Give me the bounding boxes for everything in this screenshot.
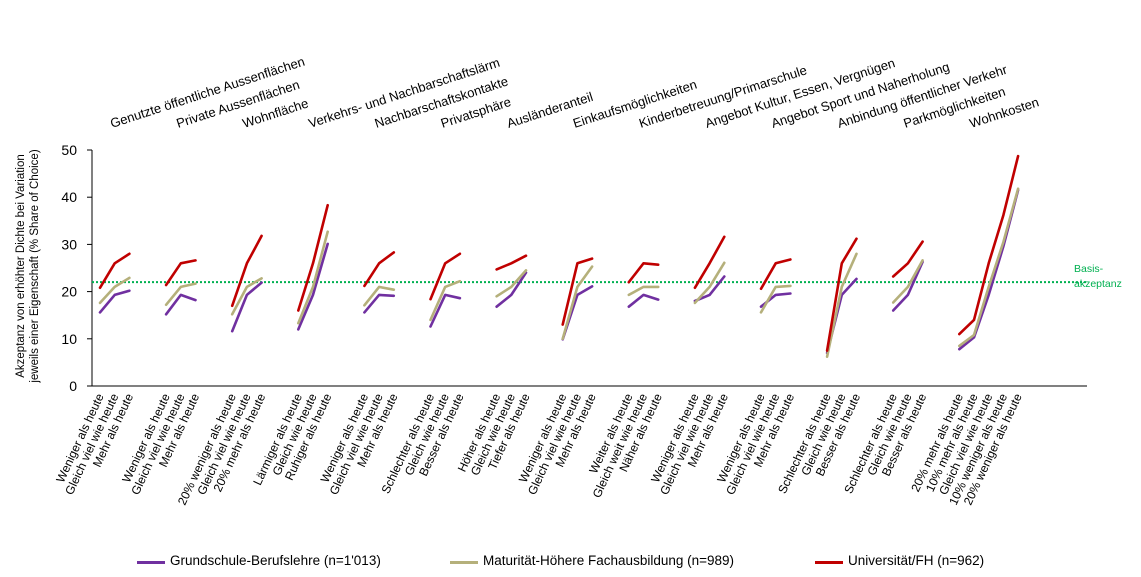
legend-label-grundschule: Grundschule-Berufslehre (n=1'013) — [170, 553, 381, 568]
series-line-maturitaet-group-13 — [957, 187, 1020, 348]
series-line-maturitaet-group-4 — [363, 285, 396, 307]
series-line-universitaet-group-8 — [627, 261, 660, 284]
y-tick-label: 30 — [61, 236, 77, 252]
legend-label-universitaet: Universität/FH (n=962) — [848, 553, 985, 568]
y-tick-label: 20 — [61, 284, 77, 300]
series-line-universitaet-group-12 — [891, 240, 924, 278]
y-tick-label: 10 — [61, 331, 77, 347]
y-axis-title: Akzeptanz von erhöhter Dichte bei Variat… — [15, 149, 41, 383]
series-line-universitaet-group-11 — [825, 237, 858, 352]
series-line-universitaet-group-4 — [363, 251, 396, 288]
series-line-maturitaet-group-3 — [296, 230, 330, 325]
series-line-grundschule-group-1 — [164, 293, 197, 316]
series-line-maturitaet-group-10 — [759, 284, 792, 314]
legend-swatch-universitaet — [815, 561, 843, 564]
series-line-grundschule-group-2 — [230, 281, 263, 333]
y-tick-label: 50 — [61, 142, 77, 158]
series-line-universitaet-group-5 — [429, 252, 462, 301]
series-line-universitaet-group-2 — [230, 234, 263, 308]
series-line-universitaet-group-10 — [759, 258, 792, 291]
y-ticks: 0 10 20 30 40 50 — [61, 142, 92, 394]
legend-swatch-grundschule — [137, 561, 165, 564]
series-line-maturitaet-group-9 — [693, 261, 726, 305]
series-line-universitaet-group-13 — [957, 154, 1020, 336]
series-line-grundschule-group-6 — [495, 271, 528, 309]
y-tick-label: 40 — [61, 189, 77, 205]
y-axis-title-line-1: Akzeptanz von erhöhter Dichte bei Variat… — [15, 154, 27, 378]
group-labels: Genutzte öffentliche AussenflächenPrivat… — [108, 54, 1040, 131]
series-line-grundschule-group-3 — [296, 242, 330, 331]
series-line-maturitaet-group-11 — [825, 252, 858, 359]
series-line-universitaet-group-7 — [561, 257, 594, 326]
reference-line-label-1: Basis- — [1074, 263, 1104, 275]
series-line-maturitaet-group-0 — [98, 276, 131, 305]
legend: Grundschule-Berufslehre (n=1'013) Maturi… — [0, 552, 1141, 574]
series-lines — [98, 154, 1020, 359]
reference-line-group: Basis- akzeptanz — [92, 263, 1122, 290]
series-line-universitaet-group-0 — [98, 252, 131, 290]
series-line-maturitaet-group-8 — [627, 285, 660, 297]
y-axis-title-line-2: jeweils einer Eigenschaft (% Share of Ch… — [29, 149, 41, 383]
legend-swatch-maturitaet — [450, 561, 478, 564]
series-line-universitaet-group-9 — [693, 235, 726, 290]
reference-line-label-2: akzeptanz — [1074, 278, 1122, 290]
series-line-maturitaet-group-5 — [429, 279, 462, 322]
axes — [91, 150, 1087, 387]
series-line-maturitaet-group-12 — [891, 259, 924, 304]
series-line-grundschule-group-7 — [561, 285, 594, 341]
series-line-maturitaet-group-6 — [495, 269, 528, 298]
series-line-universitaet-group-1 — [164, 259, 197, 287]
series-line-grundschule-group-8 — [627, 293, 660, 309]
series-line-universitaet-group-6 — [495, 254, 528, 271]
series-line-maturitaet-group-7 — [561, 265, 594, 341]
legend-label-maturitaet: Maturität-Höhere Fachausbildung (n=989) — [483, 553, 735, 568]
series-line-grundschule-group-4 — [363, 293, 396, 314]
series-line-grundschule-group-5 — [429, 293, 462, 328]
series-line-grundschule-group-0 — [98, 289, 131, 314]
y-tick-label: 0 — [69, 378, 77, 394]
series-line-maturitaet-group-2 — [230, 277, 263, 316]
series-line-maturitaet-group-1 — [164, 282, 197, 307]
series-line-grundschule-group-12 — [891, 260, 924, 312]
series-line-universitaet-group-3 — [296, 203, 330, 312]
